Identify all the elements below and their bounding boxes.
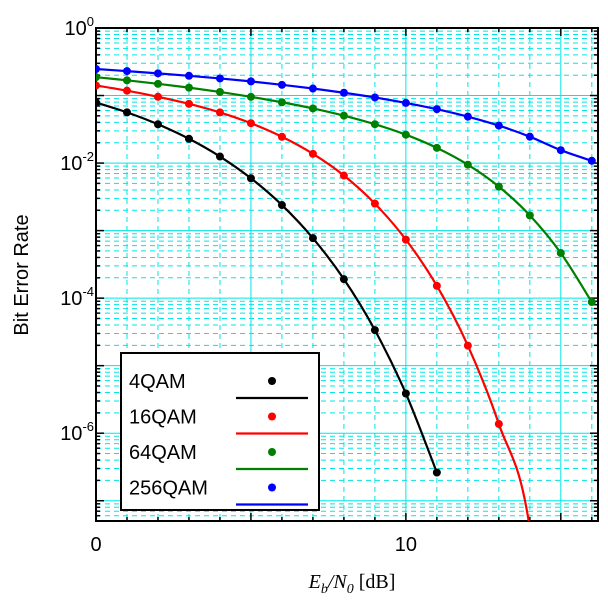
data-point-4qam <box>246 174 255 183</box>
data-point-256qam <box>96 65 100 74</box>
data-point-64qam <box>525 211 534 220</box>
data-point-64qam <box>215 87 224 96</box>
data-point-256qam <box>184 71 193 80</box>
data-point-256qam <box>370 93 379 102</box>
data-point-256qam <box>308 84 317 93</box>
data-point-64qam <box>494 182 503 191</box>
data-point-256qam <box>215 74 224 83</box>
data-point-256qam <box>494 121 503 130</box>
data-point-16qam <box>122 86 131 95</box>
data-point-4qam <box>215 152 224 161</box>
data-point-16qam <box>370 199 379 208</box>
legend-box <box>120 352 320 511</box>
data-point-4qam <box>122 108 131 117</box>
data-point-64qam <box>556 249 565 258</box>
data-point-16qam <box>215 108 224 117</box>
data-point-16qam <box>463 341 472 350</box>
data-point-64qam <box>339 111 348 120</box>
plot-frame <box>95 27 599 522</box>
data-point-4qam <box>277 201 286 210</box>
data-point-4qam <box>432 468 441 477</box>
data-point-64qam <box>432 143 441 152</box>
data-point-16qam <box>277 132 286 141</box>
data-point-256qam <box>556 146 565 155</box>
legend-marker-16qam <box>268 412 276 421</box>
legend: 4QAM 16QAM 64QAM 256QAM <box>120 352 320 511</box>
y-tick-label: 10-2 <box>60 149 94 175</box>
data-point-4qam <box>184 134 193 143</box>
data-point-256qam <box>246 77 255 86</box>
y-tick-label: 10-4 <box>60 284 94 310</box>
legend-label-64qam: 64QAM <box>129 442 197 464</box>
data-point-4qam <box>401 389 410 398</box>
data-point-16qam <box>308 149 317 158</box>
legend-label-16qam: 16QAM <box>129 407 197 429</box>
y-tick-label: 100 <box>65 14 94 40</box>
data-point-16qam <box>494 419 503 428</box>
x-tick-label: 10 <box>395 534 417 556</box>
data-point-16qam <box>153 92 162 101</box>
data-point-256qam <box>587 156 596 165</box>
data-point-16qam <box>184 99 193 108</box>
legend-marker-4qam <box>268 377 276 385</box>
legend-label-256qam: 256QAM <box>129 478 208 500</box>
data-point-4qam <box>339 275 348 284</box>
data-point-64qam <box>277 98 286 107</box>
data-point-16qam <box>339 171 348 180</box>
data-point-16qam <box>96 81 100 90</box>
data-point-64qam <box>153 79 162 88</box>
legend-label-4qam: 4QAM <box>129 371 186 393</box>
data-point-64qam <box>401 130 410 139</box>
data-point-256qam <box>525 132 534 141</box>
x-axis-label: Eb/N0 [dB] <box>308 571 396 597</box>
data-point-256qam <box>432 105 441 114</box>
legend-marker-64qam <box>268 448 276 456</box>
data-point-16qam <box>246 119 255 128</box>
data-point-256qam <box>122 67 131 76</box>
series-line-16qam <box>96 84 530 521</box>
data-point-4qam <box>153 120 162 129</box>
data-point-16qam <box>432 281 441 290</box>
data-point-64qam <box>246 92 255 101</box>
axis-ticks: 0 10 100 10-2 10-4 10-6 <box>60 14 598 556</box>
data-point-64qam <box>370 120 379 129</box>
data-point-4qam <box>308 234 317 243</box>
legend-marker-256qam <box>268 483 276 492</box>
data-point-4qam <box>370 326 379 335</box>
y-axis-label: Bit Error Rate <box>11 214 33 335</box>
data-point-256qam <box>153 69 162 78</box>
data-point-64qam <box>308 104 317 113</box>
data-point-64qam <box>184 83 193 92</box>
data-point-256qam <box>401 98 410 107</box>
series-group <box>96 65 596 521</box>
y-tick-label: 10-6 <box>60 419 94 445</box>
x-tick-label: 0 <box>90 534 101 556</box>
data-point-64qam <box>96 73 100 82</box>
data-point-64qam <box>463 160 472 169</box>
data-point-16qam <box>401 235 410 244</box>
data-point-64qam <box>122 76 131 85</box>
data-point-256qam <box>339 88 348 97</box>
data-point-256qam <box>277 80 286 89</box>
data-point-256qam <box>463 112 472 121</box>
data-point-64qam <box>587 298 596 307</box>
data-point-4qam <box>96 98 100 107</box>
